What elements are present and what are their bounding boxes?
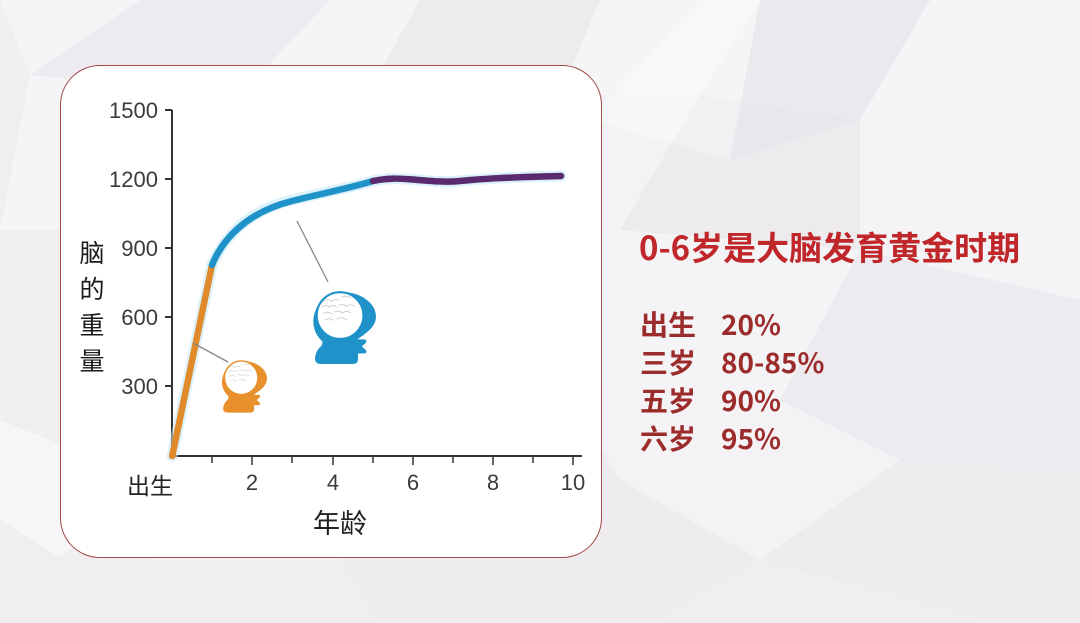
svg-text:900: 900 xyxy=(121,236,158,261)
svg-text:1200: 1200 xyxy=(109,167,158,192)
svg-text:量: 量 xyxy=(79,342,104,378)
svg-text:6: 6 xyxy=(407,470,419,495)
svg-text:2: 2 xyxy=(246,470,258,495)
svg-text:脑: 脑 xyxy=(79,234,104,270)
svg-text:8: 8 xyxy=(487,470,499,495)
svg-text:重: 重 xyxy=(79,306,104,342)
svg-text:4: 4 xyxy=(327,470,339,495)
svg-text:10: 10 xyxy=(561,470,585,495)
svg-text:600: 600 xyxy=(121,305,158,330)
svg-text:的: 的 xyxy=(79,270,104,306)
svg-text:1500: 1500 xyxy=(109,98,158,123)
svg-text:年龄: 年龄 xyxy=(313,502,367,541)
svg-text:出生: 出生 xyxy=(127,467,173,501)
svg-text:300: 300 xyxy=(121,374,158,399)
